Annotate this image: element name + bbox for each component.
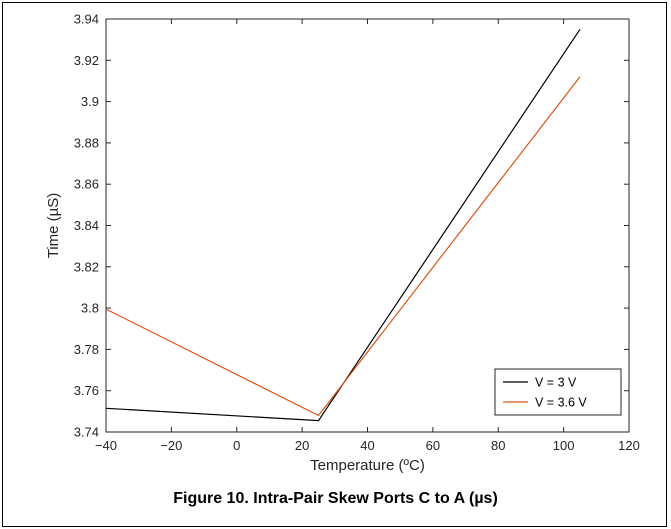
legend-box (494, 368, 622, 416)
x-tick-label: −20 (160, 438, 182, 453)
series-line-0 (105, 28, 581, 422)
x-tick-label: 120 (618, 438, 640, 453)
x-tick-label: 60 (426, 438, 440, 453)
axis-ticks: −40 −20 0 20 40 60 80 100 120 3.74 3.76 3.78 3.8 3.82… (74, 12, 640, 454)
series-lines (105, 28, 581, 422)
y-tick-label: 3.78 (74, 342, 99, 357)
x-tick-label: 20 (295, 438, 309, 453)
y-tick-label: 3.74 (74, 425, 99, 440)
y-tick-label: 3.86 (74, 177, 99, 192)
y-tick-label: 3.9 (81, 94, 99, 109)
x-tick-label: 100 (553, 438, 575, 453)
legend: V = 3 V V = 3.6 V (494, 368, 622, 416)
x-tick-label: 0 (233, 438, 240, 453)
y-tick-label: 3.82 (74, 259, 99, 274)
y-tick-label: 3.94 (74, 12, 99, 27)
plot-area (105, 18, 630, 433)
x-tick-label: 80 (491, 438, 505, 453)
x-tick-label: 40 (360, 438, 374, 453)
x-axis-label: Temperature (ºC) (310, 457, 425, 474)
x-tick-label: −40 (95, 438, 117, 453)
figure-caption: Figure 10. Intra-Pair Skew Ports C to A … (173, 490, 498, 507)
y-tick-label: 3.76 (74, 383, 99, 398)
y-axis-label: Time (µS) (45, 193, 62, 259)
legend-label-v3: V = 3 V (535, 376, 577, 390)
series-line-1 (105, 76, 581, 417)
y-tick-label: 3.88 (74, 135, 99, 150)
line-chart: −40 −20 0 20 40 60 80 100 120 3.74 3.76 3.78 3.8 3.82… (45, 12, 640, 475)
y-tick-label: 3.8 (81, 301, 99, 316)
legend-label-v36: V = 3.6 V (535, 396, 587, 410)
y-tick-label: 3.92 (74, 53, 99, 68)
y-tick-label: 3.84 (74, 218, 99, 233)
